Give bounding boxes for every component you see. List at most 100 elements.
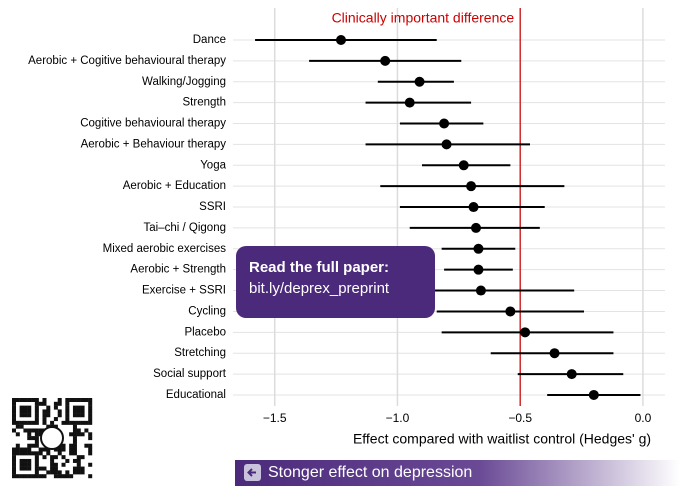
qr-cell bbox=[42, 401, 47, 406]
qr-cell bbox=[38, 401, 43, 406]
x-tick-label: −1.0 bbox=[386, 411, 410, 425]
qr-cell bbox=[27, 405, 32, 410]
qr-cell bbox=[23, 451, 28, 456]
qr-cell bbox=[88, 420, 93, 425]
qr-cell bbox=[65, 413, 70, 418]
qr-cell bbox=[38, 451, 43, 456]
qr-cell bbox=[15, 474, 20, 479]
qr-cell bbox=[88, 398, 93, 403]
point bbox=[468, 202, 479, 213]
qr-cell bbox=[80, 405, 85, 410]
qr-cell bbox=[72, 443, 77, 448]
qr-cell bbox=[84, 420, 89, 425]
qr-cell bbox=[72, 436, 77, 441]
qr-cell bbox=[42, 466, 47, 471]
qr-cell bbox=[23, 413, 28, 418]
qr-cell bbox=[76, 398, 81, 403]
qr-cell bbox=[12, 458, 17, 463]
qr-cell bbox=[34, 398, 39, 403]
qr-cell bbox=[12, 409, 17, 414]
callout-link[interactable]: bit.ly/deprex_preprint bbox=[249, 280, 390, 297]
point bbox=[380, 55, 391, 66]
qr-cell bbox=[46, 409, 51, 414]
qr-cell bbox=[72, 424, 77, 429]
qr-cell bbox=[72, 405, 77, 410]
arrow bbox=[247, 468, 256, 477]
qr-cell bbox=[19, 447, 24, 452]
qr-cell bbox=[80, 413, 85, 418]
qr-cell bbox=[23, 474, 28, 479]
qr-cell bbox=[76, 432, 81, 437]
qr-cell bbox=[61, 420, 66, 425]
qr-cell bbox=[69, 474, 74, 479]
qr-cell bbox=[34, 420, 39, 425]
qr-cell bbox=[12, 474, 17, 479]
qr-cell bbox=[80, 420, 85, 425]
qr-cell bbox=[72, 470, 77, 475]
qr-cell bbox=[61, 455, 66, 460]
qr-cell bbox=[23, 458, 28, 463]
qr-cell bbox=[19, 458, 24, 463]
y-tick-label: Aerobic + Cogitive behavioural therapy bbox=[28, 55, 226, 67]
qr-cell bbox=[46, 413, 51, 418]
qr-cell bbox=[88, 436, 93, 441]
qr-cell bbox=[46, 447, 51, 452]
qr-cell bbox=[27, 428, 32, 433]
qr-cell bbox=[76, 413, 81, 418]
qr-cell bbox=[19, 451, 24, 456]
qr-cell bbox=[88, 451, 93, 456]
qr-cell bbox=[42, 420, 47, 425]
qr-cell bbox=[88, 443, 93, 448]
qr-cell bbox=[69, 398, 74, 403]
qr-cell bbox=[27, 443, 32, 448]
qr-cell bbox=[76, 458, 81, 463]
qr-cell bbox=[27, 398, 32, 403]
qr-cell bbox=[88, 417, 93, 422]
qr-cell bbox=[53, 417, 58, 422]
qr-cell bbox=[12, 455, 17, 460]
qr-cell bbox=[65, 398, 70, 403]
qr-cell bbox=[88, 409, 93, 414]
qr-cell bbox=[12, 417, 17, 422]
qr-cell bbox=[12, 451, 17, 456]
qr-cell bbox=[76, 470, 81, 475]
y-tick-label: Stretching bbox=[174, 347, 226, 359]
qr-cell bbox=[61, 462, 66, 467]
qr-cell bbox=[88, 462, 93, 467]
qr-cell bbox=[12, 413, 17, 418]
qr-cell bbox=[57, 401, 62, 406]
qr-cell bbox=[80, 455, 85, 460]
x-tick-label: −0.5 bbox=[508, 411, 532, 425]
qr-cell bbox=[72, 439, 77, 444]
qr-cell bbox=[65, 470, 70, 475]
qr-cell bbox=[27, 420, 32, 425]
x-tick-label: 0.0 bbox=[635, 411, 652, 425]
qr-cell bbox=[27, 474, 32, 479]
qr-cell bbox=[15, 432, 20, 437]
qr-cell bbox=[12, 405, 17, 410]
qr-cell bbox=[57, 413, 62, 418]
qr-cell bbox=[53, 447, 58, 452]
qr-cell bbox=[46, 470, 51, 475]
qr-cell bbox=[15, 424, 20, 429]
qr-cell bbox=[31, 474, 36, 479]
point bbox=[549, 348, 560, 359]
qr-cell bbox=[19, 413, 24, 418]
qr-cell bbox=[23, 405, 28, 410]
callout-box bbox=[236, 246, 435, 318]
qr-cell bbox=[42, 417, 47, 422]
qr-cell bbox=[76, 455, 81, 460]
qr-cell bbox=[27, 466, 32, 471]
point bbox=[473, 243, 484, 254]
qr-cell bbox=[50, 455, 55, 460]
qr-cell bbox=[72, 428, 77, 433]
qr-cell bbox=[19, 420, 24, 425]
qr-cell bbox=[69, 451, 74, 456]
qr-cell bbox=[34, 413, 39, 418]
qr-cell bbox=[80, 432, 85, 437]
qr-cell bbox=[80, 398, 85, 403]
qr-cell bbox=[15, 451, 20, 456]
qr-cell bbox=[19, 474, 24, 479]
qr-cell bbox=[80, 470, 85, 475]
qr-cell bbox=[88, 432, 93, 437]
